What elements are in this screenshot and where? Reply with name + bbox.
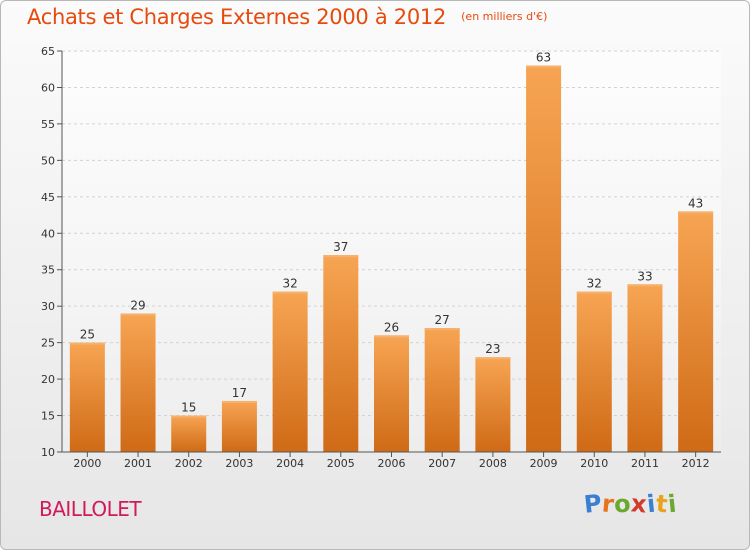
- x-tick-label: 2003: [225, 457, 253, 470]
- bar-top-edge: [69, 342, 105, 345]
- bar-top-edge: [627, 284, 663, 287]
- bar: [272, 291, 308, 452]
- x-tick-label: 2000: [73, 457, 101, 470]
- bar-value-label: 63: [536, 51, 551, 65]
- x-tick-label: 2009: [530, 457, 558, 470]
- bar: [323, 255, 359, 452]
- bar-value-label: 37: [333, 240, 348, 254]
- y-tick-label: 35: [41, 264, 55, 277]
- logo-letter: i: [666, 489, 679, 519]
- bar-value-label: 43: [688, 196, 703, 210]
- y-tick-label: 20: [41, 373, 55, 386]
- bar-group: [272, 291, 308, 452]
- bar-group: [678, 211, 714, 452]
- chart-subtitle: (en milliers d'€): [461, 10, 548, 23]
- y-tick-label: 65: [41, 45, 55, 58]
- bar-group: [424, 328, 460, 452]
- x-tick-label: 2011: [631, 457, 659, 470]
- y-tick-label: 45: [41, 191, 55, 204]
- data-labels: 25 29 15 17 32 37 26 27 23 63 32 33 43: [80, 51, 704, 415]
- bar-top-edge: [323, 255, 359, 258]
- bar-group: [221, 400, 257, 452]
- bar-top-edge: [272, 291, 308, 294]
- bar: [171, 415, 207, 452]
- bar-value-label: 33: [637, 269, 652, 283]
- bar-value-label: 23: [485, 342, 500, 356]
- bar: [627, 284, 663, 452]
- x-tick-label: 2002: [175, 457, 203, 470]
- bar-group: [374, 335, 409, 452]
- x-tick-label: 2012: [682, 457, 710, 470]
- bar: [221, 400, 257, 452]
- bar-group: [475, 357, 511, 452]
- x-tick-label: 2010: [580, 457, 608, 470]
- x-tick-label: 2008: [479, 457, 507, 470]
- bar: [120, 313, 156, 452]
- bar-value-label: 17: [232, 386, 247, 400]
- chart-header: Achats et Charges Externes 2000 à 2012 (…: [27, 5, 547, 29]
- bar-group: [323, 255, 359, 452]
- bar-value-label: 29: [130, 298, 145, 312]
- commune-name: BAILLOLET: [39, 497, 142, 521]
- bar-group: [526, 65, 562, 452]
- y-tick-label: 10: [41, 446, 55, 459]
- bar-value-label: 32: [282, 277, 297, 291]
- bar-value-label: 25: [80, 328, 95, 342]
- x-tick-label: 2006: [378, 457, 406, 470]
- y-tick-label: 60: [41, 81, 55, 94]
- bar: [475, 357, 511, 452]
- bar: [576, 291, 612, 452]
- bar-top-edge: [576, 291, 612, 294]
- bar: [526, 65, 562, 452]
- bar-group: [627, 284, 663, 452]
- bar: [424, 328, 460, 452]
- x-tick-label: 2004: [276, 457, 304, 470]
- bar-value-label: 15: [181, 401, 196, 415]
- axes: 10 15 20 25 30 35 40 45 50 55 60 65 2000 2001 2002 2003…: [41, 45, 721, 470]
- y-tick-label: 55: [41, 118, 55, 131]
- bar: [374, 335, 409, 452]
- bar-value-label: 26: [384, 320, 399, 334]
- x-tick-label: 2007: [428, 457, 456, 470]
- bar-group: [171, 415, 207, 452]
- y-tick-label: 15: [41, 410, 55, 423]
- bar: [69, 342, 105, 452]
- y-tick-label: 30: [41, 300, 55, 313]
- bar-value-label: 27: [435, 313, 450, 327]
- bar-top-edge: [120, 313, 156, 316]
- bar-top-edge: [221, 400, 257, 403]
- chart-title: Achats et Charges Externes 2000 à 2012: [27, 5, 447, 29]
- proxiti-logo[interactable]: Proxiti: [583, 489, 679, 519]
- bar-top-edge: [678, 211, 714, 214]
- x-tick-label: 2005: [327, 457, 355, 470]
- bar-value-label: 32: [587, 277, 602, 291]
- bar-top-edge: [526, 65, 562, 68]
- bar-top-edge: [475, 357, 511, 360]
- x-tick-label: 2001: [124, 457, 152, 470]
- bar: [678, 211, 714, 452]
- bar-top-edge: [424, 328, 460, 331]
- y-tick-label: 25: [41, 337, 55, 350]
- y-tick-label: 50: [41, 154, 55, 167]
- bar-group: [120, 313, 156, 452]
- bar-group: [69, 342, 105, 452]
- bar-top-edge: [374, 335, 409, 338]
- y-tick-label: 40: [41, 227, 55, 240]
- bar-top-edge: [171, 415, 207, 418]
- bar-group: [576, 291, 612, 452]
- bars: [69, 65, 714, 452]
